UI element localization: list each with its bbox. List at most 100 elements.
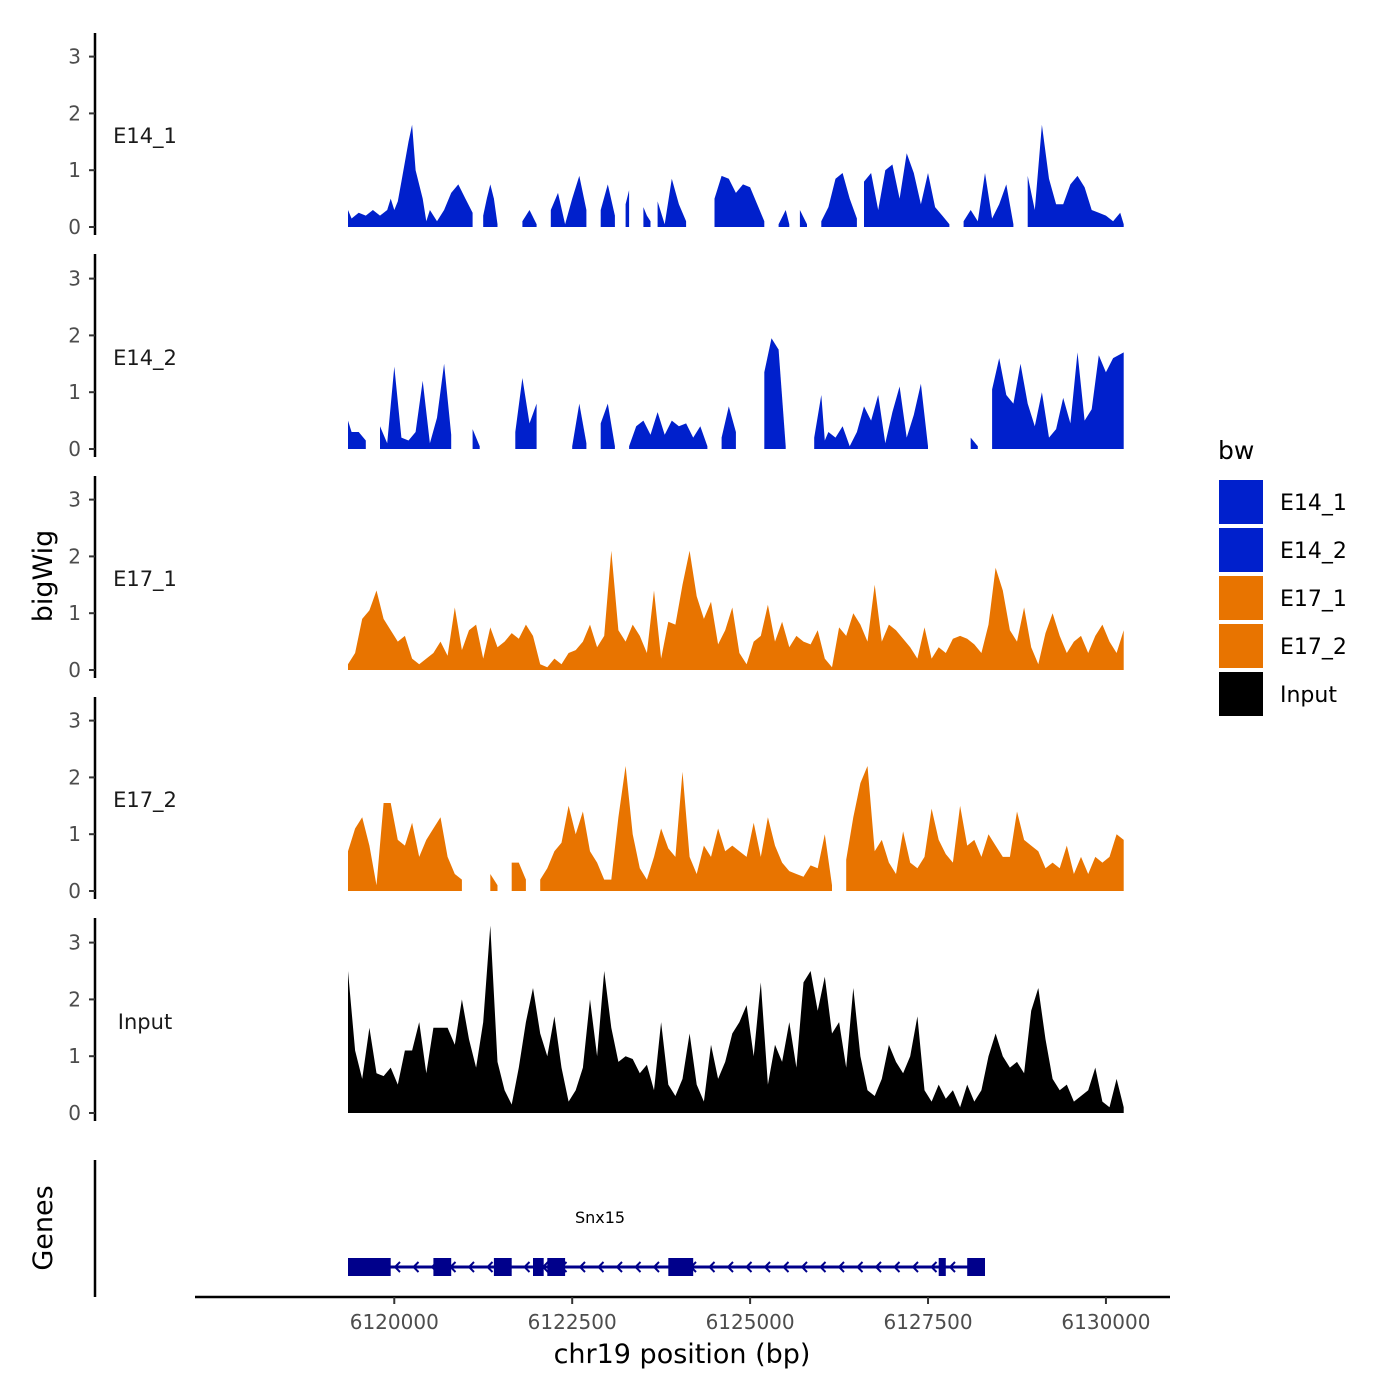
genes-track-title: Genes bbox=[28, 1185, 59, 1270]
area-e14-2-segment-3 bbox=[515, 378, 537, 449]
y-tick-label-e14-2-0: 0 bbox=[68, 437, 81, 461]
y-tick-label-e17-2-1: 1 bbox=[68, 822, 81, 846]
area-e14-2-segment-6 bbox=[629, 412, 708, 449]
y-tick-label-e14-2-3: 3 bbox=[68, 267, 81, 291]
strand-arrow-28 bbox=[874, 1261, 882, 1273]
exon-1 bbox=[433, 1258, 452, 1276]
y-tick-label-e14-1-3: 3 bbox=[68, 45, 81, 69]
area-e14-2-segment-5 bbox=[600, 403, 615, 449]
track-input: 0 1 2 3 Input bbox=[68, 918, 1124, 1125]
strand-arrow-27 bbox=[856, 1261, 864, 1273]
y-tick-label-e17-2-0: 0 bbox=[68, 879, 81, 903]
area-e14-1-segment-10 bbox=[799, 210, 807, 227]
y-tick-label-e17-2-2: 2 bbox=[68, 765, 81, 789]
y-tick-label-e14-2-2: 2 bbox=[68, 323, 81, 347]
x-axis: 6120000 6122500 6125000 6127500 6130000 bbox=[195, 1295, 1170, 1334]
y-tick-label-e17-2-3: 3 bbox=[68, 709, 81, 733]
exon-0 bbox=[348, 1258, 391, 1276]
signal-tracks: 0 1 2 3 E14_1 0 1 2 3 E14_2 0 1 2 3 E17_1 0 1 2 3 E17_2 0 1 2 3… bbox=[68, 33, 1124, 1125]
exon-6 bbox=[938, 1258, 946, 1276]
area-e14-1-segment-4 bbox=[600, 184, 615, 227]
legend-swatch-e14-1 bbox=[1219, 480, 1263, 524]
legend-swatch-input bbox=[1219, 672, 1263, 716]
area-e14-1-segment-5 bbox=[625, 190, 630, 227]
area-e14-1-segment-8 bbox=[714, 175, 765, 227]
strand-arrow-32 bbox=[948, 1261, 956, 1273]
area-e14-1-segment-11 bbox=[821, 173, 857, 227]
area-e14-2-segment-10 bbox=[970, 437, 978, 449]
area-e14-2-segment-9 bbox=[814, 383, 928, 449]
track-label-e17-1: E17_1 bbox=[113, 567, 177, 592]
track-e14-2: 0 1 2 3 E14_2 bbox=[68, 254, 1124, 461]
strand-arrow-24 bbox=[800, 1261, 808, 1273]
y-tick-label-input-0: 0 bbox=[68, 1101, 81, 1125]
area-e17-1-segment-0 bbox=[348, 550, 1124, 670]
y-tick-label-input-3: 3 bbox=[68, 931, 81, 955]
exon-5 bbox=[668, 1258, 694, 1276]
track-label-e14-2: E14_2 bbox=[113, 346, 177, 371]
area-e14-1-segment-9 bbox=[778, 210, 790, 227]
exon-7 bbox=[967, 1258, 985, 1276]
strand-arrow-30 bbox=[911, 1261, 919, 1273]
area-input-segment-0 bbox=[348, 925, 1124, 1113]
y-tick-label-e17-1-1: 1 bbox=[68, 601, 81, 625]
y-tick-label-e14-1-1: 1 bbox=[68, 158, 81, 182]
strand-arrow-9 bbox=[523, 1261, 531, 1273]
strand-arrow-14 bbox=[615, 1261, 623, 1273]
strand-arrow-7 bbox=[486, 1261, 494, 1273]
legend-swatch-e14-2 bbox=[1219, 528, 1263, 572]
area-e14-1-segment-7 bbox=[657, 178, 687, 227]
strand-arrow-25 bbox=[819, 1261, 827, 1273]
track-e17-2: 0 1 2 3 E17_2 bbox=[68, 697, 1124, 903]
track-label-input: Input bbox=[118, 1010, 172, 1034]
legend-label-input: Input bbox=[1280, 683, 1337, 708]
legend: bw E14_1 E14_2 E17_1 E17_2 Input bbox=[1218, 436, 1347, 716]
area-e14-1-segment-12 bbox=[864, 153, 950, 227]
area-e14-2-segment-2 bbox=[472, 429, 480, 449]
strand-arrow-12 bbox=[578, 1261, 586, 1273]
area-e14-1-segment-13 bbox=[963, 173, 1014, 227]
y-tick-label-e14-2-1: 1 bbox=[68, 380, 81, 404]
exon-4 bbox=[547, 1258, 566, 1276]
area-e14-2-segment-7 bbox=[721, 406, 736, 449]
area-e14-1-segment-6 bbox=[643, 207, 651, 227]
strand-arrow-15 bbox=[634, 1261, 642, 1273]
track-label-e17-2: E17_2 bbox=[113, 788, 177, 813]
strand-arrow-21 bbox=[745, 1261, 753, 1273]
strand-arrow-2 bbox=[393, 1261, 401, 1273]
area-e14-1-segment-2 bbox=[522, 210, 537, 227]
strand-arrow-26 bbox=[837, 1261, 845, 1273]
track-e14-1: 0 1 2 3 E14_1 bbox=[68, 33, 1124, 239]
y-tick-label-e17-1-3: 3 bbox=[68, 488, 81, 512]
strand-arrow-20 bbox=[726, 1261, 734, 1273]
area-e14-2-segment-0 bbox=[348, 420, 366, 449]
area-e14-2-segment-8 bbox=[764, 338, 786, 449]
legend-label-e17-1: E17_1 bbox=[1280, 587, 1347, 612]
area-e17-2-segment-3 bbox=[540, 766, 832, 891]
area-e14-1-segment-14 bbox=[1027, 124, 1124, 227]
y-tick-label-input-2: 2 bbox=[68, 987, 81, 1011]
gene-name-label: Snx15 bbox=[575, 1208, 625, 1227]
x-tick-label-6130000: 6130000 bbox=[1061, 1310, 1150, 1334]
legend-label-e14-1: E14_1 bbox=[1280, 491, 1347, 516]
strand-arrow-23 bbox=[782, 1261, 790, 1273]
track-e17-1: 0 1 2 3 E17_1 bbox=[68, 476, 1124, 682]
strand-arrow-16 bbox=[652, 1261, 660, 1273]
strand-arrow-22 bbox=[763, 1261, 771, 1273]
area-e17-2-segment-4 bbox=[846, 766, 1124, 891]
y-tick-label-e14-1-2: 2 bbox=[68, 101, 81, 125]
area-e14-2-segment-1 bbox=[380, 363, 452, 449]
area-e17-2-segment-0 bbox=[348, 803, 462, 891]
area-e14-1-segment-1 bbox=[483, 184, 498, 227]
y-tick-label-e17-1-2: 2 bbox=[68, 544, 81, 568]
legend-title: bw bbox=[1218, 436, 1254, 465]
legend-label-e14-2: E14_2 bbox=[1280, 539, 1347, 564]
x-tick-label-6120000: 6120000 bbox=[350, 1310, 439, 1334]
strand-arrow-31 bbox=[930, 1261, 938, 1273]
area-e14-1-segment-0 bbox=[348, 124, 473, 227]
y-tick-label-e17-1-0: 0 bbox=[68, 658, 81, 682]
x-tick-label-6125000: 6125000 bbox=[706, 1310, 795, 1334]
y-tick-label-e14-1-0: 0 bbox=[68, 215, 81, 239]
area-e17-2-segment-1 bbox=[490, 874, 498, 891]
